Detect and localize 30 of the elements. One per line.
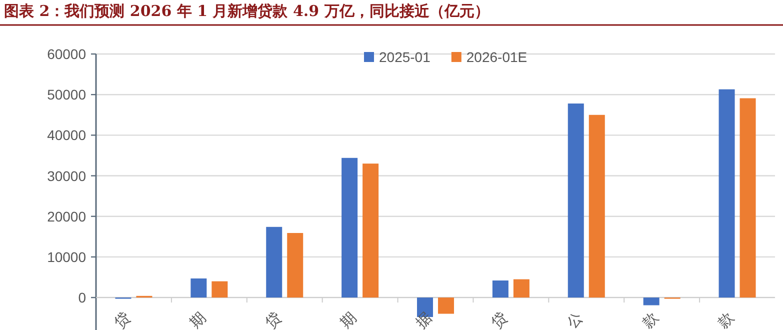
- bar: [266, 226, 282, 298]
- y-tick-label: 30000: [47, 168, 86, 184]
- bar: [362, 164, 379, 298]
- y-tick-label: 40000: [47, 127, 86, 144]
- bar: [438, 298, 454, 314]
- bar: [287, 232, 304, 298]
- y-tick-label: 60000: [47, 46, 86, 62]
- bar: [643, 298, 660, 306]
- legend-label: 2025-01: [379, 49, 431, 65]
- bar: [190, 278, 207, 298]
- x-tick-label: 据: [413, 309, 436, 330]
- bar: [492, 280, 508, 298]
- x-tick-label: 款: [639, 309, 662, 330]
- bar: [588, 114, 605, 298]
- y-tick-label: 0: [78, 290, 86, 306]
- x-tick-label: 期: [338, 309, 360, 330]
- legend-label: 2026-01E: [466, 49, 528, 65]
- y-tick-label: 20000: [47, 208, 86, 224]
- x-tick-label: 款: [714, 309, 738, 330]
- bar: [513, 279, 530, 298]
- y-tick-label: 10000: [47, 248, 86, 265]
- bar: [740, 98, 756, 298]
- chart-title: 图表 2：我们预测 2026 年 1 月新增贷款 4.9 万亿，同比接近（亿元）: [4, 2, 490, 20]
- y-tick-label: 50000: [47, 86, 86, 103]
- x-tick-label: 公: [564, 309, 587, 330]
- bar: [568, 104, 584, 298]
- x-tick-label: 期: [186, 309, 210, 330]
- bar: [342, 158, 358, 298]
- bar: [718, 89, 735, 298]
- bar: [212, 281, 228, 298]
